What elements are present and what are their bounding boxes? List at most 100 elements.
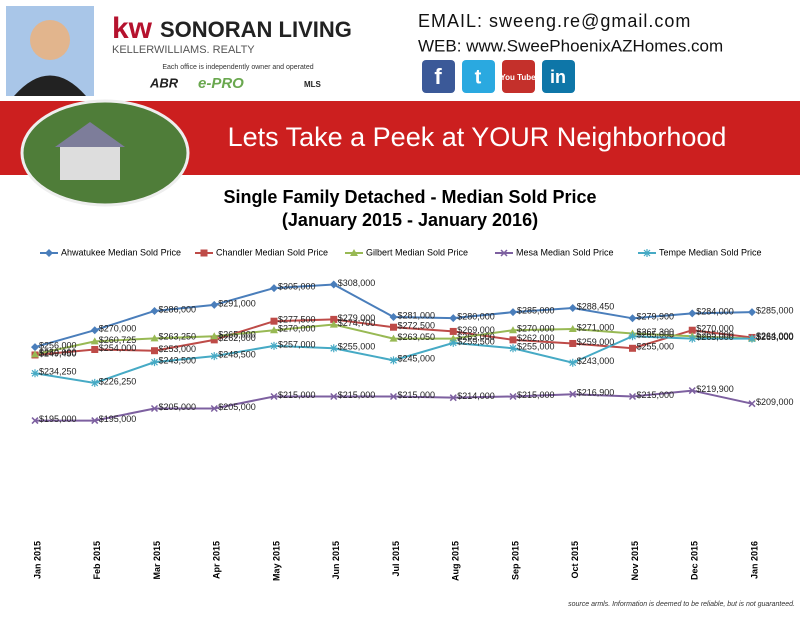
x-tick-label: Aug 2015 (451, 541, 461, 581)
data-label: $263,000 (756, 332, 794, 342)
data-label: $286,000 (159, 304, 197, 314)
chart-subtitle: (January 2015 - January 2016) (282, 210, 538, 230)
data-label: $262,000 (218, 333, 256, 343)
x-tick-label: Apr 2015 (212, 541, 222, 579)
badge: MLS (304, 80, 322, 89)
x-tick-label: Nov 2015 (630, 541, 640, 581)
data-label: $263,000 (696, 332, 734, 342)
brand-name: SONORAN LIVING (160, 17, 352, 42)
data-label: $215,000 (637, 390, 675, 400)
data-label: $209,000 (756, 397, 794, 407)
tagline: Each office is independently owner and o… (162, 64, 313, 71)
data-label: $259,500 (457, 336, 495, 346)
data-label: $249,450 (39, 348, 77, 358)
data-label: $219,900 (696, 384, 734, 394)
youtube-label: You Tube (500, 73, 536, 82)
data-point (449, 314, 458, 323)
youtube-icon[interactable] (502, 60, 535, 93)
x-tick-label: Feb 2015 (92, 541, 102, 580)
data-point (389, 392, 398, 401)
data-label: $263,050 (398, 332, 436, 342)
data-label: $226,250 (99, 376, 137, 386)
data-point (569, 390, 577, 398)
data-point (569, 339, 577, 347)
data-point (270, 317, 278, 325)
data-label: $305,000 (278, 281, 316, 291)
data-label: $269,000 (457, 325, 495, 335)
data-label: $215,000 (517, 390, 555, 400)
data-label: $253,000 (159, 344, 197, 354)
legend-marker (45, 249, 53, 257)
source-note: source armls. Information is deemed to b… (568, 601, 795, 608)
data-label: $308,000 (338, 278, 376, 288)
x-tick-label: Jul 2015 (391, 541, 401, 577)
data-point (150, 358, 159, 367)
data-point (688, 326, 696, 334)
data-point (270, 392, 278, 401)
data-label: $263,000 (457, 332, 495, 342)
facebook-icon[interactable] (422, 60, 455, 93)
data-label: $270,000 (278, 324, 316, 334)
data-label: $265,000 (637, 330, 675, 340)
data-label: $250,000 (39, 348, 77, 358)
data-label: $291,000 (218, 298, 256, 308)
x-tick-label: May 2015 (271, 541, 281, 581)
data-point (210, 352, 219, 361)
banner-text: Lets Take a Peek at YOUR Neighborhood (228, 122, 727, 152)
legend-label: Mesa Median Sold Price (516, 247, 614, 257)
x-tick-label: Jan 2016 (749, 541, 759, 579)
data-label: $271,000 (577, 322, 615, 332)
twitter-icon[interactable] (462, 60, 495, 93)
twitter-label: t (475, 66, 482, 88)
agent-face (30, 20, 70, 60)
data-point (688, 334, 697, 343)
badge: ABR (149, 75, 179, 90)
data-label: $256,000 (39, 340, 77, 350)
legend-marker (350, 249, 358, 256)
data-point (31, 350, 39, 358)
data-point (509, 336, 517, 344)
data-label: $277,500 (278, 315, 316, 325)
data-label: $205,000 (218, 402, 256, 412)
data-label: $265,000 (696, 330, 734, 340)
legend-marker (200, 249, 208, 257)
data-label: $255,000 (637, 342, 675, 352)
linkedin-icon[interactable] (542, 60, 575, 93)
legend-label: Tempe Median Sold Price (659, 247, 762, 257)
data-point (688, 309, 697, 318)
data-label: $265,000 (218, 330, 256, 340)
data-point (329, 280, 338, 289)
data-point (270, 326, 278, 334)
data-point (389, 356, 398, 365)
data-point (91, 346, 99, 353)
data-point (329, 344, 338, 353)
legend-marker (643, 249, 651, 257)
legend-label: Ahwatukee Median Sold Price (61, 247, 181, 257)
data-point (688, 387, 696, 395)
brand-sub: KELLERWILLIAMS. REALTY (112, 44, 255, 56)
data-label: $255,000 (517, 342, 555, 352)
data-label: $248,500 (218, 350, 256, 360)
data-label: $281,000 (398, 310, 436, 320)
data-label: $279,000 (338, 313, 376, 323)
data-label: $270,000 (99, 324, 137, 334)
data-label: $243,500 (159, 356, 197, 366)
data-point (91, 417, 99, 425)
data-label: $243,000 (577, 356, 615, 366)
data-label: $195,000 (99, 414, 137, 424)
email: EMAIL: sweeng.re@gmail.com (418, 11, 691, 31)
x-tick-label: Jan 2015 (32, 541, 42, 579)
data-point (568, 325, 577, 333)
x-tick-label: Jun 2015 (331, 541, 341, 580)
data-point (210, 300, 219, 309)
data-label: $215,000 (338, 390, 376, 400)
data-point (90, 337, 99, 345)
data-point (509, 326, 517, 334)
data-label: $288,450 (577, 301, 615, 311)
data-point (748, 334, 756, 343)
x-tick-label: Sep 2015 (510, 541, 520, 580)
data-point (628, 314, 637, 323)
data-label: $263,000 (756, 332, 794, 342)
legend-marker (500, 249, 508, 257)
